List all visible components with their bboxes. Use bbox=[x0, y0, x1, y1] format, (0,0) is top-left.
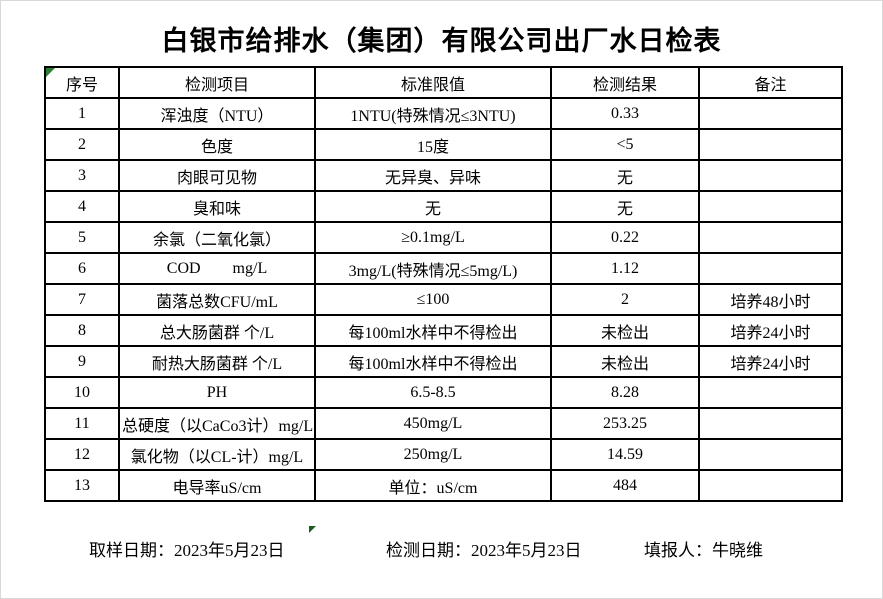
table-row: 5 余氯（二氧化氯） ≥0.1mg/L 0.22 bbox=[44, 221, 843, 254]
cell-result: 无 bbox=[550, 190, 700, 223]
page-title: 白银市给排水（集团）有限公司出厂水日检表 bbox=[161, 26, 722, 56]
cell-result: 2 bbox=[550, 283, 700, 316]
cell-result: <5 bbox=[550, 128, 700, 161]
header-seq: 序号 bbox=[44, 66, 120, 99]
cell-result: 14.59 bbox=[550, 438, 700, 471]
cell-result: 1.12 bbox=[550, 252, 700, 285]
cell-item: 色度 bbox=[118, 128, 316, 161]
table-row: 9 耐热大肠菌群 个/L 每100ml水样中不得检出 未检出 培养24小时 bbox=[44, 345, 843, 378]
sample-date-text: 取样日期：2023年5月23日 bbox=[89, 541, 285, 560]
table-row: 10 PH 6.5-8.5 8.28 bbox=[44, 376, 843, 409]
cell-result: 253.25 bbox=[550, 407, 700, 440]
cell-note: 培养24小时 bbox=[698, 345, 843, 378]
cell-limit: 3mg/L(特殊情况≤5mg/L) bbox=[314, 252, 552, 285]
cell-seq: 10 bbox=[44, 376, 120, 409]
table-row: 7 菌落总数CFU/mL ≤100 2 培养48小时 bbox=[44, 283, 843, 316]
cell-result: 0.22 bbox=[550, 221, 700, 254]
cell-note bbox=[698, 376, 843, 409]
cell-seq: 3 bbox=[44, 159, 120, 192]
cell-limit: ≤100 bbox=[314, 283, 552, 316]
cell-limit: 每100ml水样中不得检出 bbox=[314, 314, 552, 347]
cell-seq: 7 bbox=[44, 283, 120, 316]
cell-item: 耐热大肠菌群 个/L bbox=[118, 345, 316, 378]
cell-result: 484 bbox=[550, 469, 700, 502]
cell-item: 肉眼可见物 bbox=[118, 159, 316, 192]
cell-limit: 250mg/L bbox=[314, 438, 552, 471]
cell-seq: 13 bbox=[44, 469, 120, 502]
cell-limit: 1NTU(特殊情况≤3NTU) bbox=[314, 97, 552, 130]
cell-note bbox=[698, 190, 843, 223]
cell-seq: 12 bbox=[44, 438, 120, 471]
cell-item: COD mg/L bbox=[118, 252, 316, 285]
cell-seq: 8 bbox=[44, 314, 120, 347]
cell-seq: 4 bbox=[44, 190, 120, 223]
cell-seq: 5 bbox=[44, 221, 120, 254]
cell-limit: 单位：uS/cm bbox=[314, 469, 552, 502]
cell-limit: 无 bbox=[314, 190, 552, 223]
cell-note bbox=[698, 438, 843, 471]
cell-seq: 11 bbox=[44, 407, 120, 440]
cell-note bbox=[698, 252, 843, 285]
cell-note bbox=[698, 128, 843, 161]
excel-bottom-marker-icon bbox=[309, 526, 316, 533]
cell-result: 8.28 bbox=[550, 376, 700, 409]
cell-seq: 2 bbox=[44, 128, 120, 161]
reporter-text: 填报人：牛晓维 bbox=[644, 541, 763, 560]
table-row: 11 总硬度（以CaCo3计）mg/L 450mg/L 253.25 bbox=[44, 407, 843, 440]
cell-item: 电导率uS/cm bbox=[118, 469, 316, 502]
header-result: 检测结果 bbox=[550, 66, 700, 99]
table-header-row: 序号 检测项目 标准限值 检测结果 备注 bbox=[44, 66, 843, 99]
cell-note bbox=[698, 221, 843, 254]
cell-seq: 6 bbox=[44, 252, 120, 285]
table-row: 2 色度 15度 <5 bbox=[44, 128, 843, 161]
cell-limit: 每100ml水样中不得检出 bbox=[314, 345, 552, 378]
table-row: 8 总大肠菌群 个/L 每100ml水样中不得检出 未检出 培养24小时 bbox=[44, 314, 843, 347]
cell-item: 臭和味 bbox=[118, 190, 316, 223]
header-limit: 标准限值 bbox=[314, 66, 552, 99]
header-item: 检测项目 bbox=[118, 66, 316, 99]
cell-limit: ≥0.1mg/L bbox=[314, 221, 552, 254]
cell-note: 培养48小时 bbox=[698, 283, 843, 316]
table-row: 3 肉眼可见物 无异臭、异味 无 bbox=[44, 159, 843, 192]
cell-item: 余氯（二氧化氯） bbox=[118, 221, 316, 254]
cell-note bbox=[698, 407, 843, 440]
cell-limit: 无异臭、异味 bbox=[314, 159, 552, 192]
cell-result: 0.33 bbox=[550, 97, 700, 130]
test-date-text: 检测日期：2023年5月23日 bbox=[386, 541, 582, 560]
cell-item: 总硬度（以CaCo3计）mg/L bbox=[118, 407, 316, 440]
cell-limit: 6.5-8.5 bbox=[314, 376, 552, 409]
cell-seq: 1 bbox=[44, 97, 120, 130]
cell-result: 未检出 bbox=[550, 314, 700, 347]
cell-note bbox=[698, 159, 843, 192]
cell-seq: 9 bbox=[44, 345, 120, 378]
inspection-table: 序号 检测项目 标准限值 检测结果 备注 1 浑浊度（NTU） 1NTU(特殊情… bbox=[44, 66, 843, 502]
table-row: 12 氯化物（以CL-计）mg/L 250mg/L 14.59 bbox=[44, 438, 843, 471]
cell-limit: 15度 bbox=[314, 128, 552, 161]
cell-item: 总大肠菌群 个/L bbox=[118, 314, 316, 347]
cell-note: 培养24小时 bbox=[698, 314, 843, 347]
cell-item: PH bbox=[118, 376, 316, 409]
table-row: 1 浑浊度（NTU） 1NTU(特殊情况≤3NTU) 0.33 bbox=[44, 97, 843, 130]
table-row: 6 COD mg/L 3mg/L(特殊情况≤5mg/L) 1.12 bbox=[44, 252, 843, 285]
cell-note bbox=[698, 97, 843, 130]
cell-item: 氯化物（以CL-计）mg/L bbox=[118, 438, 316, 471]
cell-item: 菌落总数CFU/mL bbox=[118, 283, 316, 316]
cell-note bbox=[698, 469, 843, 502]
table-row: 13 电导率uS/cm 单位：uS/cm 484 bbox=[44, 469, 843, 502]
cell-limit: 450mg/L bbox=[314, 407, 552, 440]
table-row: 4 臭和味 无 无 bbox=[44, 190, 843, 223]
cell-result: 无 bbox=[550, 159, 700, 192]
footer: 取样日期：2023年5月23日 检测日期：2023年5月23日 填报人：牛晓维 bbox=[1, 536, 882, 560]
header-note: 备注 bbox=[698, 66, 843, 99]
cell-item: 浑浊度（NTU） bbox=[118, 97, 316, 130]
cell-result: 未检出 bbox=[550, 345, 700, 378]
